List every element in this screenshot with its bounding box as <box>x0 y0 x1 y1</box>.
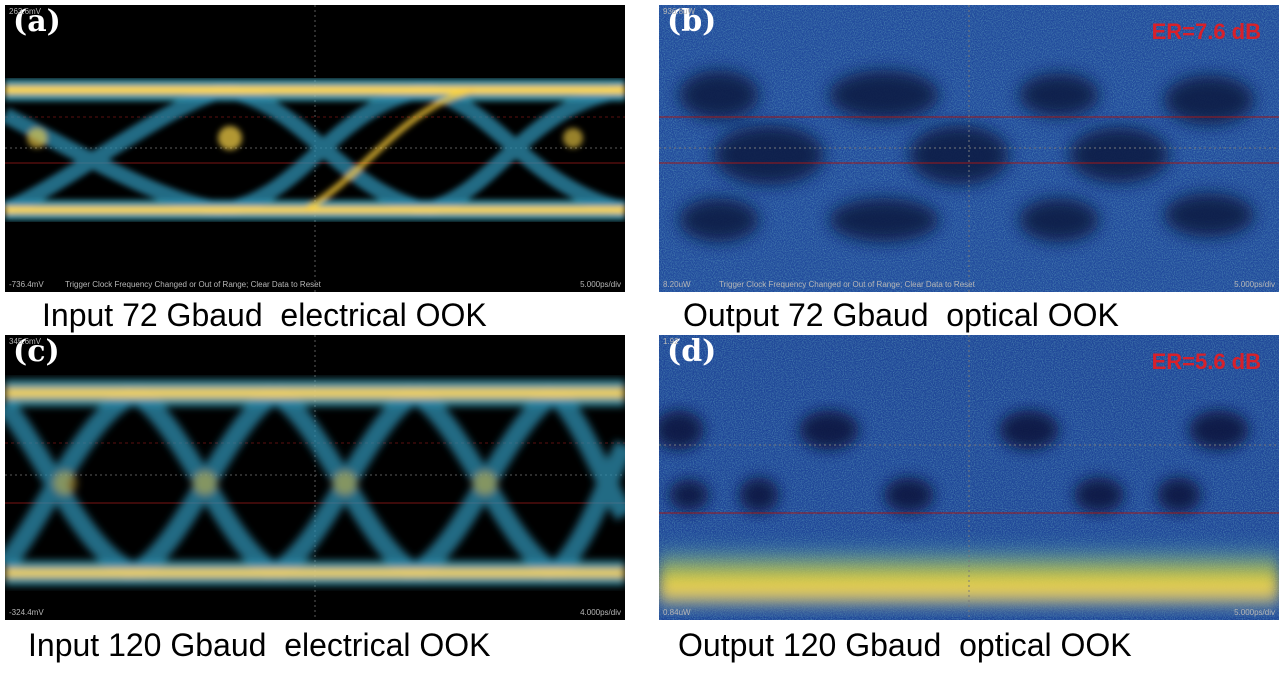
eye-diagram-b: (b) ER=7.6 dB 936.8uW 8.20uW Trigger Clo… <box>659 5 1279 292</box>
scale-top-c: 345.6mV <box>9 337 42 346</box>
caption-b: Output 72 Gbaud optical OOK <box>683 297 1119 333</box>
eye-diagram-b-plot <box>659 5 1279 292</box>
eye-diagram-d-plot <box>659 335 1279 620</box>
trigger-message-b: Trigger Clock Frequency Changed or Out o… <box>719 280 975 289</box>
extinction-ratio-b: ER=7.6 dB <box>1151 19 1261 44</box>
panel-label-d: (d) <box>667 335 717 369</box>
trigger-message-a: Trigger Clock Frequency Changed or Out o… <box>65 280 321 289</box>
timebase-a: 5.000ps/div <box>580 280 621 289</box>
timebase-b: 5.000ps/div <box>1234 280 1275 289</box>
panel-label-c: (c) <box>13 335 60 369</box>
eye-diagram-c: (c) 345.6mV -324.4mV 4.000ps/div <box>5 335 625 620</box>
scale-top-b: 936.8uW <box>663 7 696 16</box>
caption-d: Output 120 Gbaud optical OOK <box>678 627 1132 663</box>
scale-bottom-d: 0.84uW <box>663 608 691 617</box>
eye-diagram-d: (d) ER=5.6 dB 1.92 0.84uW 5.000ps/div <box>659 335 1279 620</box>
scale-bottom-c: -324.4mV <box>9 608 44 617</box>
timebase-d: 5.000ps/div <box>1234 608 1275 617</box>
eye-diagram-c-plot <box>5 335 625 620</box>
eye-diagram-a-plot <box>5 5 625 292</box>
panel-label-b: (b) <box>667 5 717 39</box>
scale-bottom-a: -736.4mV <box>9 280 44 289</box>
scale-bottom-b: 8.20uW <box>663 280 691 289</box>
extinction-ratio-d: ER=5.6 dB <box>1151 349 1261 374</box>
scale-top-d: 1.92 <box>663 337 679 346</box>
caption-c: Input 120 Gbaud electrical OOK <box>28 627 491 663</box>
timebase-c: 4.000ps/div <box>580 608 621 617</box>
eye-diagram-a: (a) 263.6mV -736.4mV Trigger Clock Frequ… <box>5 5 625 292</box>
panel-label-a: (a) <box>13 5 61 39</box>
scale-top-a: 263.6mV <box>9 7 42 16</box>
caption-a: Input 72 Gbaud electrical OOK <box>42 297 487 333</box>
